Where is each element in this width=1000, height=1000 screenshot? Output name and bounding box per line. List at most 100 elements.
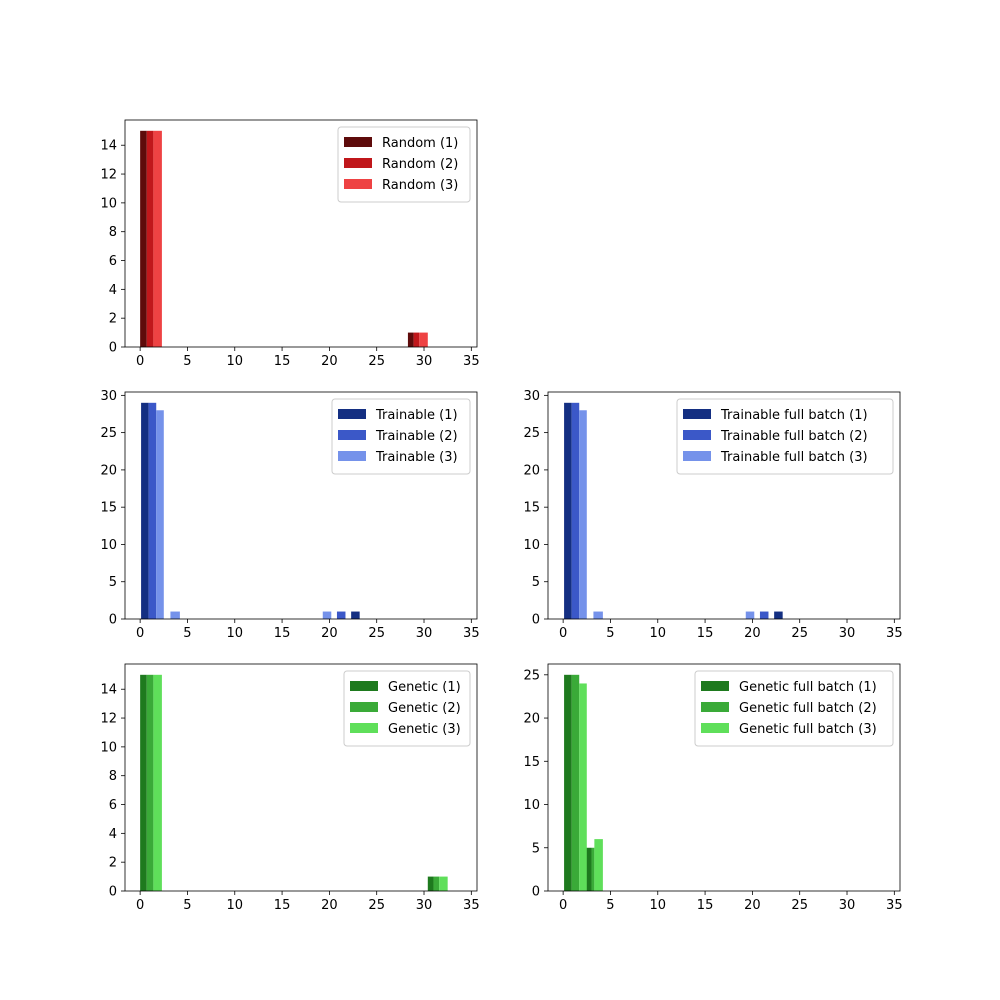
x-tick-label: 10 bbox=[226, 354, 243, 369]
y-tick-label: 5 bbox=[532, 575, 540, 590]
bar bbox=[774, 611, 783, 619]
legend-swatch bbox=[350, 723, 378, 733]
x-tick-label: 15 bbox=[697, 626, 714, 641]
x-tick-label: 20 bbox=[744, 626, 761, 641]
axes-frame bbox=[124, 119, 478, 348]
y-tick-label: 30 bbox=[100, 389, 117, 404]
legend-label: Trainable full batch (1) bbox=[720, 408, 868, 423]
x-tick-label: 5 bbox=[606, 898, 614, 913]
x-tick-label: 35 bbox=[463, 354, 480, 369]
legend-swatch bbox=[344, 179, 372, 189]
bar bbox=[759, 611, 769, 619]
panel-genetic-full-batch: 0 5 10 15 20 25 30 35 0 5 10 15 20 25 Genetic full bat… bbox=[523, 663, 903, 913]
y-tick-label: 20 bbox=[100, 463, 117, 478]
y-tick-label: 14 bbox=[100, 683, 117, 698]
y-tick-label: 5 bbox=[532, 841, 540, 856]
legend-swatch bbox=[338, 451, 366, 461]
bar bbox=[591, 847, 595, 891]
y-tick-label: 25 bbox=[523, 426, 540, 441]
panel-trainable-full-batch: 0 5 10 15 20 25 30 35 0 5 10 15 20 25 30 Trainable full… bbox=[523, 389, 902, 641]
y-tick-label: 5 bbox=[109, 575, 117, 590]
y-tick-label: 0 bbox=[532, 613, 540, 628]
bar bbox=[140, 674, 147, 891]
y-tick-label: 30 bbox=[523, 389, 540, 404]
y-tick-label: 6 bbox=[109, 798, 117, 813]
legend: Genetic full batch (1) Genetic full batch… bbox=[694, 670, 894, 747]
y-tick-label: 0 bbox=[109, 341, 117, 356]
legend-label: Genetic full batch (1) bbox=[739, 680, 877, 695]
legend-label: Trainable (2) bbox=[375, 429, 458, 444]
bar bbox=[571, 674, 580, 891]
y-tick-label: 20 bbox=[523, 463, 540, 478]
legend-swatch bbox=[701, 702, 729, 712]
legend-label: Random (3) bbox=[382, 178, 458, 193]
x-tick-label: 15 bbox=[274, 626, 291, 641]
legend-swatch bbox=[344, 158, 372, 168]
legend-label: Genetic (3) bbox=[388, 722, 461, 737]
y-tick-label: 4 bbox=[109, 283, 117, 298]
x-tick-label: 0 bbox=[136, 626, 144, 641]
y-tick-label: 0 bbox=[109, 613, 117, 628]
bar bbox=[156, 410, 164, 619]
x-tick-label: 0 bbox=[136, 354, 144, 369]
legend-label: Trainable full batch (2) bbox=[720, 429, 868, 444]
bar bbox=[146, 130, 154, 347]
y-tick-label: 2 bbox=[109, 312, 117, 327]
legend: Random (1) Random (2) Random (3) bbox=[337, 126, 471, 203]
x-tick-label: 10 bbox=[649, 898, 666, 913]
bar bbox=[433, 876, 440, 891]
y-tick-label: 8 bbox=[109, 225, 117, 240]
x-tick-label: 25 bbox=[368, 626, 385, 641]
y-tick-label: 0 bbox=[109, 885, 117, 900]
x-tick-label: 5 bbox=[183, 898, 191, 913]
x-tick-label: 25 bbox=[368, 354, 385, 369]
axes-frame bbox=[547, 663, 901, 892]
y-tick-label: 2 bbox=[109, 856, 117, 871]
bar bbox=[427, 876, 434, 891]
bar bbox=[170, 611, 180, 619]
bar bbox=[594, 839, 603, 891]
x-tick-label: 15 bbox=[274, 898, 291, 913]
legend-swatch bbox=[350, 681, 378, 691]
x-tick-label: 35 bbox=[463, 626, 480, 641]
y-tick-label: 10 bbox=[100, 740, 117, 755]
y-tick-label: 10 bbox=[523, 798, 540, 813]
x-tick-label: 10 bbox=[226, 626, 243, 641]
legend-swatch bbox=[701, 681, 729, 691]
y-tick-label: 15 bbox=[100, 501, 117, 516]
axes-frame bbox=[547, 391, 901, 620]
x-tick-label: 0 bbox=[136, 898, 144, 913]
x-tick-label: 35 bbox=[886, 626, 903, 641]
x-tick-label: 20 bbox=[744, 898, 761, 913]
x-tick-label: 30 bbox=[839, 898, 856, 913]
bar bbox=[585, 847, 592, 891]
bar bbox=[153, 130, 162, 347]
bar bbox=[146, 674, 154, 891]
legend-label: Genetic (2) bbox=[388, 701, 461, 716]
legend: Trainable (1) Trainable (2) Trainable (3) bbox=[331, 398, 471, 475]
y-tick-label: 14 bbox=[100, 139, 117, 154]
bar bbox=[413, 332, 420, 347]
bar bbox=[593, 611, 603, 619]
bar bbox=[564, 674, 572, 891]
legend-swatch bbox=[701, 723, 729, 733]
bar bbox=[148, 402, 157, 619]
y-tick-label: 8 bbox=[109, 769, 117, 784]
x-tick-label: 30 bbox=[416, 354, 433, 369]
x-tick-label: 0 bbox=[559, 898, 567, 913]
legend-label: Random (2) bbox=[382, 157, 458, 172]
bar bbox=[336, 611, 346, 619]
bar bbox=[579, 683, 587, 891]
bar bbox=[153, 674, 162, 891]
x-tick-label: 20 bbox=[321, 626, 338, 641]
x-tick-label: 35 bbox=[463, 898, 480, 913]
x-tick-label: 30 bbox=[839, 626, 856, 641]
x-tick-label: 35 bbox=[886, 898, 903, 913]
legend-label: Genetic full batch (3) bbox=[739, 722, 877, 737]
x-tick-label: 15 bbox=[274, 354, 291, 369]
y-tick-label: 25 bbox=[523, 668, 540, 683]
y-tick-label: 12 bbox=[100, 168, 117, 183]
legend-swatch bbox=[344, 137, 372, 147]
